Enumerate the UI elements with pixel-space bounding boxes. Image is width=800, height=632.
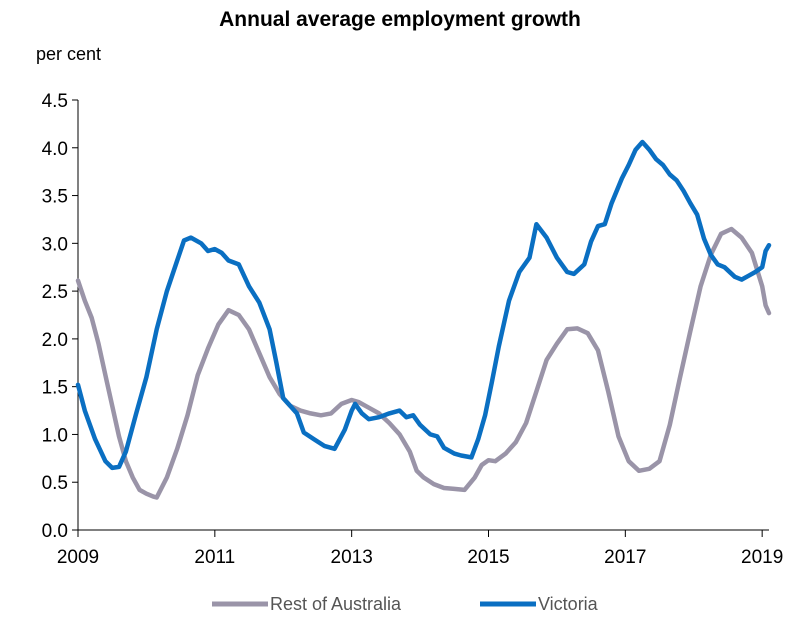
series-line-victoria [75, 139, 772, 471]
axes: 0.0 0.5 1.0 1.5 2.0 2.5 3.0 3.5 4.0 4.5 2009 2011 20… [42, 91, 784, 568]
x-tick-label: 2013 [331, 547, 373, 568]
y-tick-label: 3.0 [42, 234, 68, 255]
x-tick-label: 2011 [194, 547, 235, 568]
y-axis-unit-label: per cent [36, 44, 101, 64]
y-tick-label: 3.5 [42, 187, 68, 208]
legend-label-victoria: Victoria [538, 594, 599, 614]
x-tick-label: 2009 [57, 547, 99, 568]
y-tick-label: 0.5 [42, 473, 68, 494]
y-tick-label: 4.5 [42, 91, 68, 112]
y-tick-label: 2.5 [42, 282, 68, 303]
y-tick-label: 4.0 [42, 139, 68, 160]
legend-label-rest-of-australia: Rest of Australia [270, 594, 402, 614]
y-tick-label: 1.5 [42, 378, 68, 399]
y-tick-label: 0.0 [42, 521, 68, 542]
x-tick-label: 2017 [604, 547, 646, 568]
x-tick-label: 2015 [467, 547, 509, 568]
chart-title: Annual average employment growth [219, 8, 581, 31]
x-tick-label: 2019 [741, 547, 783, 568]
series-layer [75, 139, 772, 500]
y-tick-label: 2.0 [42, 330, 68, 351]
series-line-rest-of-australia [75, 226, 772, 500]
y-tick-label: 1.0 [42, 425, 68, 446]
legend: Rest of Australia Victoria [212, 594, 599, 614]
